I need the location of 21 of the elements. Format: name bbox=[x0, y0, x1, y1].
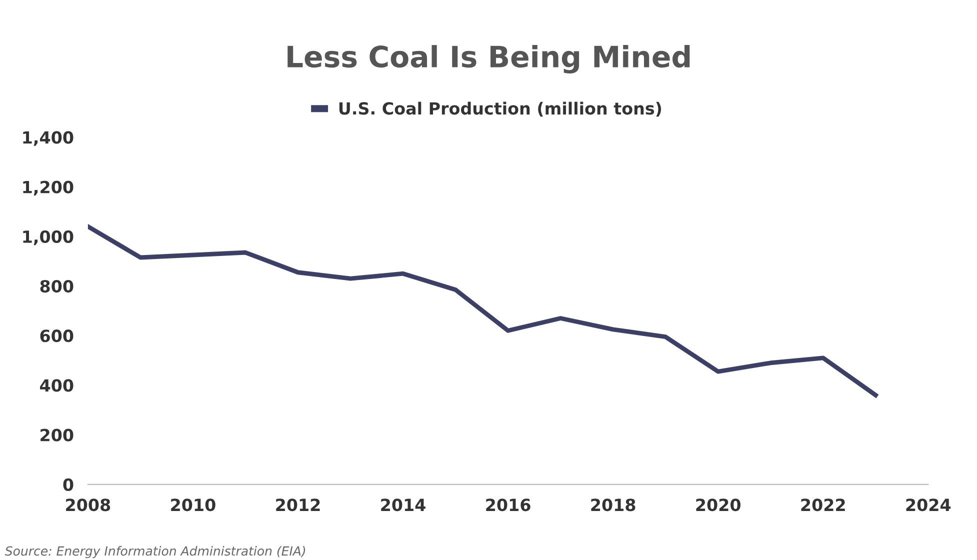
x-tick-label: 2014 bbox=[381, 498, 426, 512]
x-tick-label: 2022 bbox=[801, 498, 845, 512]
source-note: Source: Energy Information Administration (EIA) bbox=[4, 546, 306, 558]
y-tick-label: 1,000 bbox=[23, 230, 74, 246]
y-tick-label: 800 bbox=[40, 280, 74, 293]
x-tick-label: 2016 bbox=[486, 498, 530, 512]
y-tick-label: 0 bbox=[63, 478, 74, 491]
line-series bbox=[88, 224, 878, 398]
legend-label: U.S. Coal Production (million tons) bbox=[339, 102, 662, 117]
x-tick-label: 2008 bbox=[66, 498, 110, 512]
y-tick-label: 600 bbox=[40, 330, 74, 342]
x-tick-label: 2020 bbox=[696, 498, 740, 512]
y-tick-label: 200 bbox=[40, 428, 74, 442]
x-tick-label: 2010 bbox=[171, 498, 216, 512]
x-tick-label: 2024 bbox=[906, 498, 951, 512]
y-tick-label: 1,400 bbox=[23, 131, 74, 146]
x-tick-label: 2012 bbox=[276, 498, 320, 512]
chart-title: Less Coal Is Being Mined bbox=[288, 45, 690, 74]
y-tick-label: 400 bbox=[40, 379, 74, 392]
y-tick-label: 1,200 bbox=[23, 180, 74, 196]
x-tick-label: 2018 bbox=[591, 498, 636, 512]
